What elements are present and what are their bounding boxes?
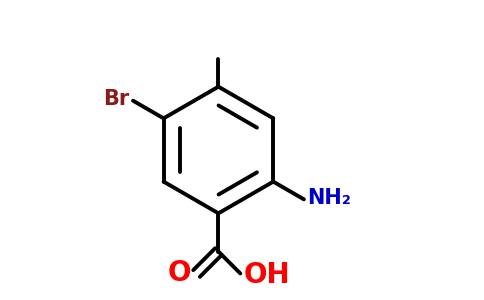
Text: O: O: [168, 260, 191, 287]
Text: Br: Br: [103, 89, 130, 109]
Text: NH₂: NH₂: [307, 188, 351, 208]
Text: OH: OH: [243, 261, 290, 289]
